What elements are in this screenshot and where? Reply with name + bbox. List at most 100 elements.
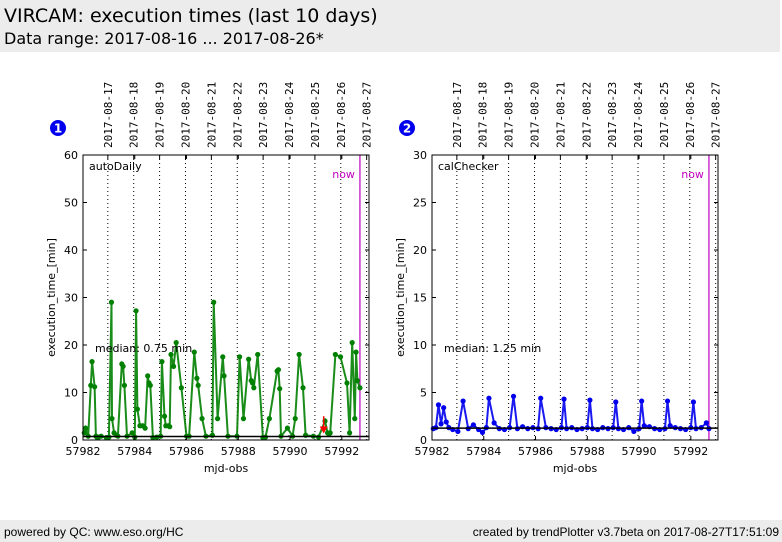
data-point (147, 382, 153, 388)
data-point (109, 416, 115, 422)
y-tick-label: 0 (71, 434, 78, 447)
data-point (277, 386, 283, 392)
x-tick-label: 57982 (66, 445, 101, 458)
page-header: VIRCAM: execution times (last 10 days) D… (0, 0, 780, 52)
panel-label: autoDaily (89, 160, 142, 173)
data-point (470, 422, 477, 428)
data-point (441, 405, 447, 411)
panel-badge-number: 2 (403, 122, 411, 136)
data-point (249, 380, 256, 386)
y-tick-label: 60 (64, 149, 78, 162)
y-axis-label: execution_time_[min] (394, 238, 407, 357)
data-point (296, 351, 302, 358)
y-tick-label: 25 (413, 197, 427, 210)
data-point (479, 429, 486, 435)
data-point (664, 398, 671, 404)
data-point (195, 382, 201, 388)
x-tick-label: 57992 (673, 445, 708, 458)
y-tick-label: 30 (413, 149, 427, 162)
outlier-arrow-head (319, 426, 328, 434)
data-point (251, 385, 257, 391)
x-axis-label: mjd-obs (204, 462, 249, 475)
data-point (170, 363, 177, 369)
data-point (221, 373, 227, 379)
data-point (491, 420, 497, 426)
data-point (214, 416, 221, 422)
data-point (667, 423, 673, 429)
date-tick-label: 2017-08-22 (580, 82, 593, 148)
y-tick-label: 0 (420, 434, 427, 447)
data-point (129, 430, 135, 436)
data-point (275, 367, 282, 373)
data-point (353, 349, 359, 355)
data-point (641, 423, 647, 429)
footer-powered-by: powered by QC: www.eso.org/HC (4, 525, 184, 539)
x-tick-label: 57984 (117, 445, 152, 458)
data-point (120, 363, 126, 369)
data-point (292, 416, 298, 422)
data-point (357, 385, 363, 391)
data-point (352, 416, 358, 422)
now-label: now (681, 168, 704, 181)
date-tick-label: 2017-08-20 (179, 82, 192, 148)
date-tick-label: 2017-08-17 (102, 82, 115, 148)
panel-badge-circle (399, 120, 415, 136)
y-axis-label: execution_time_[min] (45, 238, 58, 357)
data-point (142, 425, 148, 431)
data-point (346, 430, 353, 436)
date-tick-label: 2017-08-19 (154, 82, 167, 148)
date-tick-label: 2017-08-24 (283, 81, 296, 148)
data-point (337, 354, 344, 360)
data-point (121, 382, 128, 388)
data-point (92, 384, 98, 390)
y-tick-label: 15 (413, 292, 427, 305)
data-point (349, 340, 355, 346)
data-point (455, 428, 461, 435)
data-point (89, 359, 95, 365)
data-point (220, 354, 226, 360)
date-tick-label: 2017-08-26 (335, 82, 348, 148)
data-point (194, 375, 200, 381)
data-point (631, 428, 637, 435)
page-footer: powered by QC: www.eso.org/HC created by… (0, 520, 782, 542)
data-point (168, 351, 174, 358)
data-point (199, 416, 205, 422)
data-point (266, 416, 272, 422)
series-line (83, 302, 361, 441)
y-tick-label: 50 (64, 197, 78, 210)
data-point (344, 380, 350, 386)
date-tick-label: 2017-08-18 (128, 82, 141, 148)
date-tick-label: 2017-08-17 (451, 82, 464, 148)
y-tick-label: 5 (420, 387, 427, 400)
y-tick-label: 40 (64, 244, 78, 257)
data-point (639, 398, 645, 404)
data-point (236, 354, 243, 360)
date-tick-label: 2017-08-27 (710, 82, 723, 148)
footer-created-by: created by trendPlotter v3.7beta on 2017… (472, 525, 779, 539)
chart-panel-1: 1 2017-08-17 2017-08-18 2017-08-19 2017-08-2… (45, 81, 374, 475)
data-point (327, 430, 333, 436)
data-point (460, 398, 466, 404)
median-label: median: 1.25 min (444, 342, 541, 355)
data-point (300, 385, 306, 391)
charts-canvas: 1 2017-08-17 2017-08-18 2017-08-19 2017-08-2… (45, 81, 723, 475)
date-tick-label: 2017-08-24 (632, 81, 645, 148)
x-tick-label: 57984 (466, 445, 501, 458)
date-tick-label: 2017-08-21 (205, 82, 218, 148)
date-tick-label: 2017-08-26 (684, 82, 697, 148)
page-title: VIRCAM: execution times (last 10 days) (4, 5, 378, 27)
date-tick-label: 2017-08-25 (309, 82, 322, 148)
date-tick-label: 2017-08-27 (361, 82, 374, 148)
date-tick-label: 2017-08-23 (606, 82, 619, 148)
data-point (354, 378, 360, 384)
y-tick-label: 10 (413, 339, 427, 352)
data-point (191, 349, 197, 355)
data-point (211, 299, 217, 305)
date-tick-label: 2017-08-22 (231, 82, 244, 148)
x-axis-label: mjd-obs (553, 462, 598, 475)
data-point (510, 393, 517, 399)
panel-badge-circle (50, 120, 66, 136)
data-point (108, 299, 115, 305)
y-tick-label: 10 (64, 387, 78, 400)
plot-frame (431, 154, 719, 441)
